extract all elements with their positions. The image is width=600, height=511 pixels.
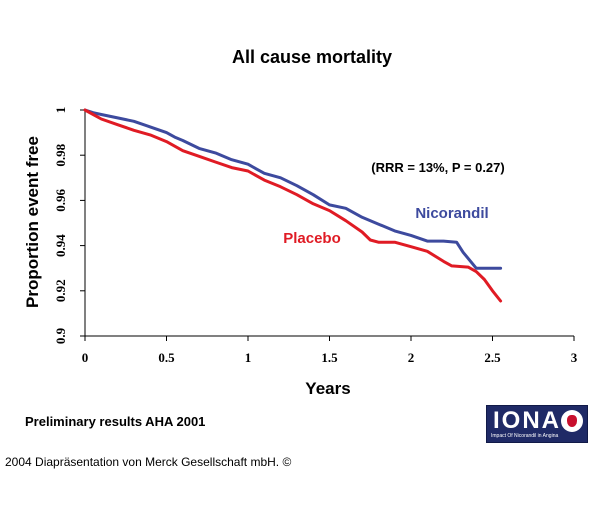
- x-axis-title: Years: [305, 379, 350, 398]
- series-line-placebo: [83, 108, 503, 303]
- y-tick-label: 1: [53, 107, 68, 114]
- x-tick-label: 3: [571, 350, 578, 365]
- footnote: Preliminary results AHA 2001: [25, 414, 205, 429]
- series-line-nicorandil: [83, 108, 503, 270]
- iona-logo: IONA Impact Of Nicorandil in Angina: [486, 405, 588, 443]
- y-tick-label: 0.98: [53, 143, 68, 166]
- x-tick-label: 1.5: [321, 350, 338, 365]
- y-tick-label: 0.9: [53, 327, 68, 344]
- uk-map-emblem-icon: [561, 410, 583, 432]
- chart-title: All cause mortality: [232, 47, 392, 67]
- y-tick-label: 0.92: [53, 279, 68, 302]
- x-tick-label: 0.5: [158, 350, 175, 365]
- series-label-nicorandil: Nicorandil: [415, 205, 488, 222]
- logo-subtext: Impact Of Nicorandil in Angina: [491, 433, 559, 439]
- x-tick-label: 2.5: [484, 350, 501, 365]
- x-tick-label: 0: [82, 350, 89, 365]
- y-tick-label: 0.96: [53, 189, 68, 212]
- copyright-caption: 2004 Diapräsentation von Merck Gesellsch…: [5, 455, 292, 469]
- stats-annotation: (RRR = 13%, P = 0.27): [371, 160, 504, 175]
- plot-area: 0 0.5 1 1.5 2 2.5 3 0.9 0.92 0.94 0.96 0.98 1: [53, 107, 578, 365]
- y-tick-label: 0.94: [53, 234, 68, 257]
- y-axis-title: Proportion event free: [23, 136, 42, 308]
- logo-text: IONA: [493, 407, 561, 434]
- x-tick-label: 2: [408, 350, 415, 365]
- x-tick-label: 1: [245, 350, 252, 365]
- series-label-placebo: Placebo: [283, 230, 341, 247]
- chart: All cause mortality Proportion event fre…: [23, 47, 578, 429]
